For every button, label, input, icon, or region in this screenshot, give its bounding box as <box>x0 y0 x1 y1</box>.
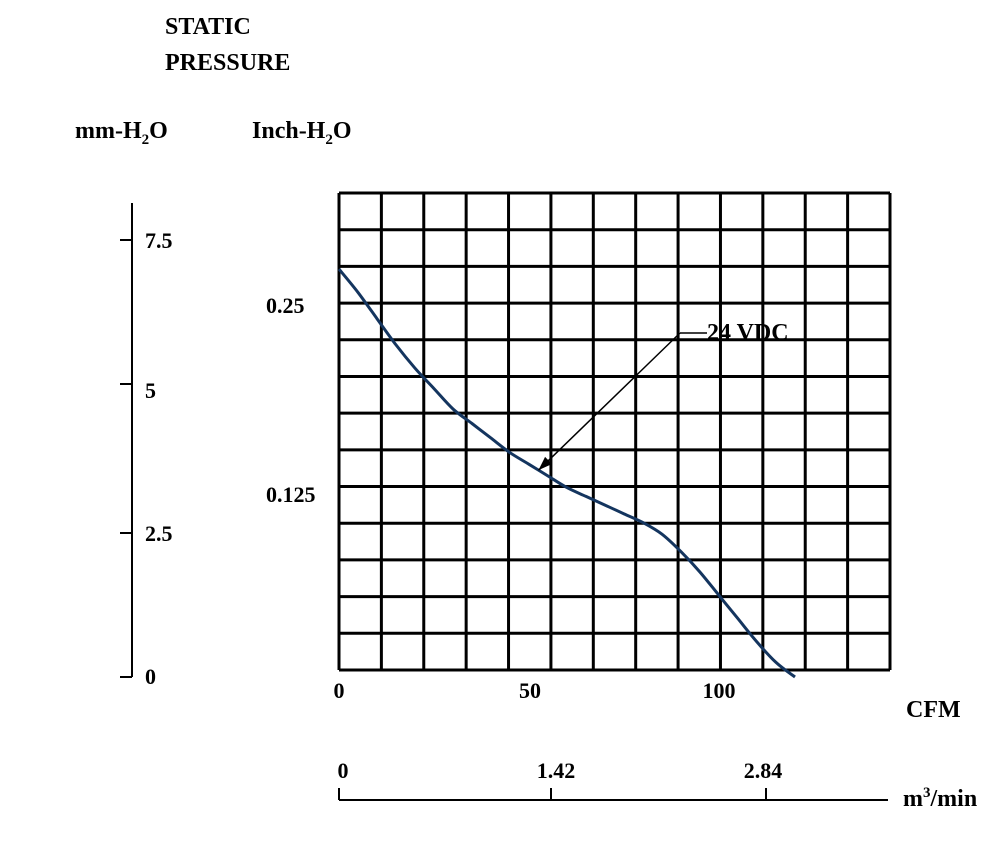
cfm-tick-label: 100 <box>703 678 736 703</box>
chart-title-line2: PRESSURE <box>165 50 290 76</box>
inch-tick-label: 0.125 <box>266 482 316 507</box>
y-right-unit-label: Inch-H2O <box>252 118 352 148</box>
mm-tick-label: 5 <box>145 378 156 403</box>
annotation-arrowhead <box>538 456 553 471</box>
chart-title-line1: STATIC <box>165 14 251 40</box>
cfm-tick-label: 0 <box>334 678 345 703</box>
annotation-label: 24 VDC <box>707 320 789 346</box>
plot-grid <box>337 191 892 672</box>
m3-tick-label: 2.84 <box>744 758 783 783</box>
mm-h2o-axis: 7.5 5 2.5 0 <box>120 203 173 689</box>
cfm-tick-label: 50 <box>519 678 541 703</box>
mm-tick-label: 7.5 <box>145 228 173 253</box>
m3-tick-label: 1.42 <box>537 758 576 783</box>
m3-min-axis: 0 1.42 2.84 m3/min <box>338 758 978 812</box>
mm-tick-label: 0 <box>145 664 156 689</box>
series-24vdc-line <box>337 268 796 679</box>
m3-tick-label: 0 <box>338 758 349 783</box>
annotation-arrow <box>537 332 681 471</box>
y-left-unit-label: mm-H2O <box>75 118 168 148</box>
mm-tick-label: 2.5 <box>145 521 173 546</box>
inch-tick-label: 0.25 <box>266 293 305 318</box>
series-annotation: 24 VDC <box>537 320 789 471</box>
cfm-unit-label: CFM <box>906 697 961 723</box>
m3-unit-label: m3/min <box>903 785 977 812</box>
